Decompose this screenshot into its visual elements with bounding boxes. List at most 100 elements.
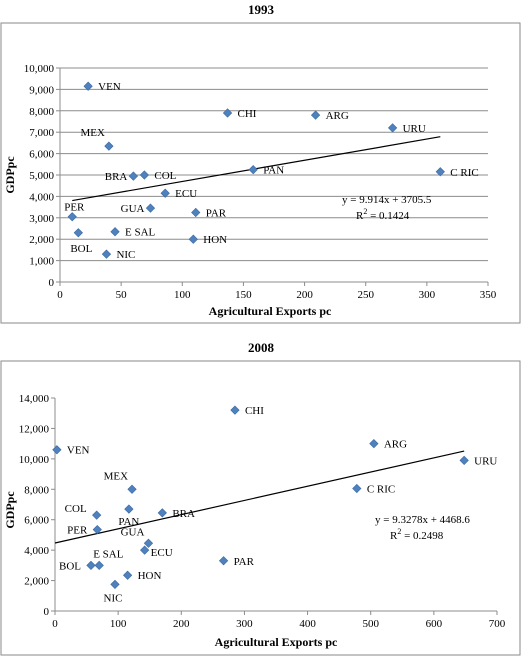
chart-2008-point-hon: [122, 570, 133, 580]
chart-2008-y-axis-label: GDPpc: [3, 491, 17, 529]
chart-1993-y-tick-label: 7,000: [29, 127, 54, 139]
chart-2008-frame: [0, 360, 521, 656]
chart-1993-x-tick-label: 350: [480, 289, 497, 301]
chart-1993-point-label-uru: URU: [403, 123, 426, 135]
chart-2008-x-tick-label: 0: [52, 618, 58, 630]
chart-2008-y-tick-label: 6,000: [24, 515, 49, 527]
chart-1993-point-label-pan: PAN: [263, 165, 284, 177]
chart-1993-y-tick-label: 9,000: [29, 84, 54, 96]
chart-1993-point-chi: [222, 108, 233, 118]
chart-2008-point-label-nic: NIC: [104, 592, 123, 604]
chart-1993-point-nic: [101, 249, 112, 259]
chart-1993-point-label-nic: NIC: [116, 249, 135, 261]
chart-1993-point-ecu: [160, 188, 170, 198]
chart-1993-x-tick-label: 100: [174, 289, 191, 301]
chart-2008-point-label-col: COL: [65, 503, 87, 515]
chart-1993-point-per: [67, 212, 77, 222]
chart-2008-x-axis-label: Agricultural Exports pc: [215, 635, 338, 649]
chart-1993-y-axis-label: GDPpc: [3, 156, 17, 194]
chart-1993-y-tick-label: 4,000: [29, 191, 54, 203]
chart-1993-point-label-gua: GUA: [121, 203, 145, 215]
chart-1993-point-label-col: COL: [154, 170, 176, 182]
chart-2008-r-squared-symbol: R: [390, 530, 398, 542]
chart-2008-point-uru: [459, 455, 469, 466]
chart-1993-point-pan: [248, 165, 258, 175]
chart-1993-point-uru: [387, 123, 398, 133]
chart-2008-trendline-group: [54, 450, 465, 544]
chart-2008-point-label-mex: MEX: [104, 470, 129, 482]
chart-1993-gridlines: [60, 67, 488, 262]
chart-1993-point-label-bra: BRA: [105, 171, 128, 183]
chart-1993-point-c-ric: [435, 167, 445, 177]
chart-1993-r-squared-symbol: R: [356, 210, 364, 222]
chart-2008-x-tick-label: 100: [110, 618, 127, 630]
chart-1993-point-arg: [310, 110, 321, 120]
chart-2008-point-c-ric: [352, 483, 362, 494]
chart-1993-x-axis-label: Agricultural Exports pc: [209, 304, 332, 318]
chart-2008-point-label-per: PER: [67, 525, 88, 537]
chart-2008-y-tick-label: 12,000: [19, 423, 50, 435]
chart-2008-point-label-c-ric: C RIC: [367, 484, 395, 496]
chart-1993-r-squared: R2 = 0.1424: [356, 207, 410, 222]
chart-1993-y-tick-label: 0: [49, 277, 55, 289]
chart-2008-point-per: [92, 524, 102, 535]
chart-1993-point-label-hon: HON: [203, 234, 227, 246]
chart-1993-x-tick-label: 0: [57, 289, 63, 301]
chart-1993-point-label-bol: BOL: [70, 243, 92, 255]
chart-1993-r-squared-exponent: 2: [363, 207, 367, 216]
chart-2008-point-label-gua: GUA: [121, 526, 145, 538]
chart-1993-point-label-c-ric: C RIC: [450, 167, 478, 179]
chart-1993-x-tick-label: 250: [357, 289, 374, 301]
chart-2008-point-bol: [86, 560, 96, 570]
chart-1993-point-label-ven: VEN: [98, 81, 121, 93]
chart-2008-y-tick-label: 8,000: [24, 484, 49, 496]
chart-2008-point-par: [218, 556, 229, 566]
chart-1993-point-label-e-sal: E SAL: [125, 227, 156, 239]
chart-1993-point-bra: [128, 171, 138, 181]
chart-2008-x-tick-label: 200: [173, 618, 190, 630]
chart-2008-point-label-chi: CHI: [245, 405, 264, 417]
chart-2008-point-pan: [124, 504, 134, 514]
chart-1993-point-hon: [188, 234, 198, 244]
chart-1993-x-tick-label: 150: [235, 289, 252, 301]
chart-2008-point-e-sal: [94, 560, 104, 570]
chart-2008-x-tick-label: 300: [236, 618, 253, 630]
chart-2008-point-mex: [127, 484, 137, 494]
chart-2008-trendline: [54, 450, 465, 544]
chart-2008-point-label-uru: URU: [474, 455, 497, 467]
chart-1993-point-mex: [104, 141, 114, 151]
chart-2008-point-label-e-sal: E SAL: [93, 548, 124, 560]
chart-1993-point-label-chi: CHI: [238, 108, 257, 120]
chart-2008-point-chi: [230, 405, 240, 415]
chart-2008-y-tick-label: 2,000: [24, 576, 49, 588]
chart-2008-x-tick-label: 500: [362, 618, 379, 630]
chart-1993-axes: 0 1,000 2,000 3,000 4,000 5,000 6,000 7,000 8,00…: [24, 63, 497, 301]
chart-2008-title: 2008: [248, 340, 275, 355]
chart-2008-point-label-bol: BOL: [59, 560, 81, 572]
chart-1993-point-label-arg: ARG: [326, 110, 349, 122]
chart-2008-y-tick-label: 0: [44, 606, 50, 618]
chart-1993-x-tick-label: 50: [116, 289, 128, 301]
chart-1993-title: 1993: [248, 2, 275, 17]
chart-2008-point-ecu: [140, 545, 150, 555]
chart-1993-point-ven: [83, 81, 93, 91]
chart-1993-y-tick-label: 10,000: [24, 63, 55, 75]
chart-2008-point-label-bra: BRA: [172, 508, 195, 520]
chart-1993-trend-equation: y = 9.914x + 3705.5: [342, 194, 432, 206]
chart-2008-point-col: [92, 510, 102, 520]
chart-2008-point-ven: [52, 445, 62, 455]
chart-1993-x-tick-label: 200: [296, 289, 313, 301]
chart-2008-point-label-arg: ARG: [384, 439, 407, 451]
chart-1993-point-par: [191, 207, 201, 218]
chart-2008-point-label-ecu: ECU: [151, 547, 173, 559]
chart-2008-point-label-ven: VEN: [67, 445, 90, 457]
chart-1993-y-tick-label: 2,000: [29, 234, 54, 246]
chart-2008-y-tick-label: 10,000: [19, 454, 50, 466]
chart-1993-point-label-ecu: ECU: [175, 188, 197, 200]
chart-2008-point-arg: [369, 439, 379, 449]
chart-1993-point-e-sal: [110, 227, 120, 237]
chart-2008-y-tick-label: 4,000: [24, 545, 49, 557]
chart-2008-trend-equation: y = 9.3278x + 4468.6: [375, 514, 470, 526]
chart-2008-x-tick-label: 700: [489, 618, 506, 630]
chart-2008-axes: 0 2,000 4,000 6,000 8,000 10,000 12,000 14,000 0…: [19, 393, 506, 630]
